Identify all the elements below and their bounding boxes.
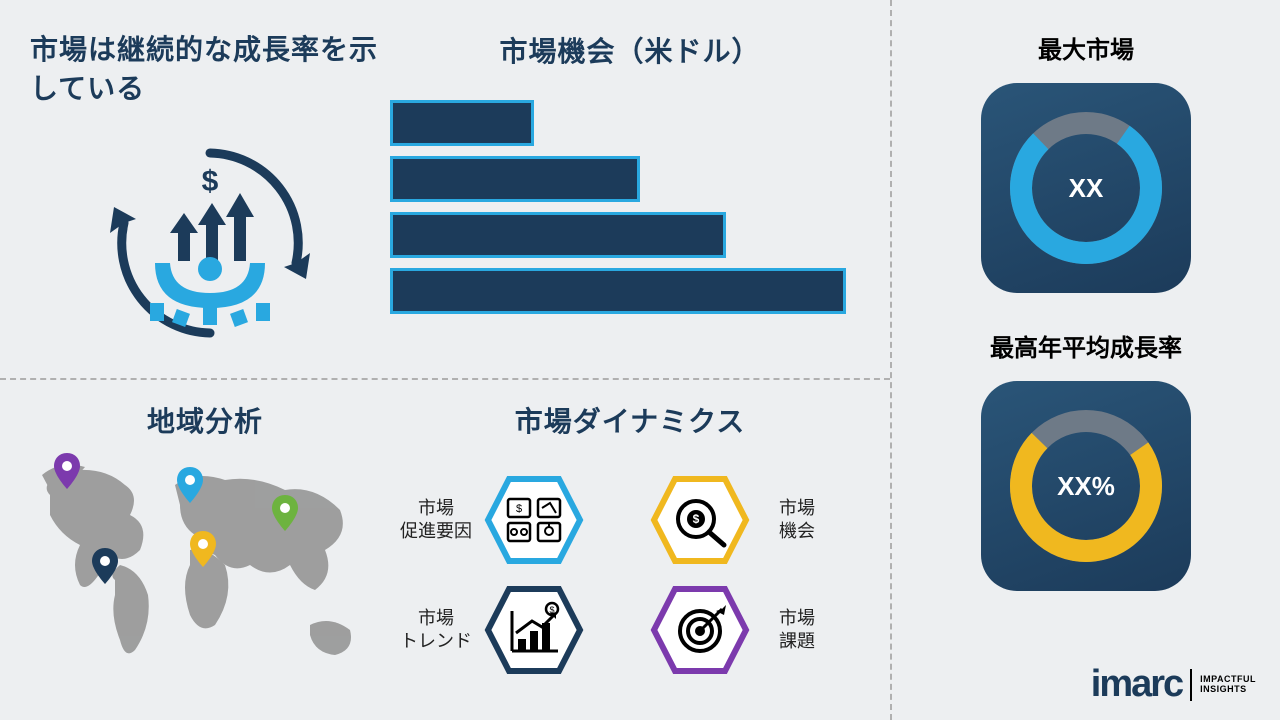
svg-text:$: $	[202, 165, 219, 198]
dynamics-item: 市場トレンド $	[400, 585, 610, 675]
map-pin	[54, 453, 80, 489]
map-pin	[177, 467, 203, 503]
logo-tagline: IMPACTFULINSIGHTS	[1200, 675, 1256, 695]
bottom-section: 地域分析	[0, 380, 890, 720]
hexagon-icon: $	[650, 475, 750, 565]
bar	[390, 156, 640, 202]
dynamics-label: 市場機会	[762, 497, 832, 544]
top-section: 市場は継続的な成長率を示している $	[0, 0, 890, 380]
dynamics-title: 市場ダイナミクス	[400, 400, 860, 440]
donut2-tile: XX%	[981, 381, 1191, 591]
dynamics-item: $ 市場機会	[650, 475, 860, 565]
growth-icon: $	[30, 123, 390, 353]
growth-title: 市場は継続的な成長率を示している	[30, 30, 390, 108]
svg-text:$: $	[549, 605, 554, 615]
opportunity-block: 市場機会（米ドル）	[390, 30, 870, 358]
dynamics-grid: 市場促進要因 $ $ 市場機会市場トレンド $ 市場課題	[400, 455, 860, 675]
hexagon-icon: $	[484, 585, 584, 675]
bar-chart	[390, 85, 870, 314]
donut1-title: 最大市場	[1038, 30, 1134, 65]
map-pin	[272, 495, 298, 531]
dynamics-item: 市場課題	[650, 585, 860, 675]
logo-text: imarc	[1091, 663, 1182, 706]
logo-separator	[1190, 669, 1192, 701]
growth-block: 市場は継続的な成長率を示している $	[30, 30, 390, 358]
region-block: 地域分析	[20, 400, 390, 700]
svg-text:$: $	[693, 512, 700, 526]
brand-logo: imarc IMPACTFULINSIGHTS	[1091, 663, 1256, 706]
opportunity-title: 市場機会（米ドル）	[390, 30, 870, 70]
donut2-title: 最高年平均成長率	[990, 328, 1182, 363]
world-map	[30, 455, 370, 685]
dynamics-item: 市場促進要因 $	[400, 475, 610, 565]
map-pin	[190, 531, 216, 567]
dynamics-block: 市場ダイナミクス 市場促進要因 $ $ 市場機会市場トレンド $ 市場課題	[390, 400, 870, 700]
donut1-center: XX	[1069, 173, 1104, 204]
donut1-tile: XX	[981, 83, 1191, 293]
right-column: 最大市場 XX 最高年平均成長率 XX% imarc IMPACTFULINSI…	[890, 0, 1280, 720]
dynamics-label: 市場トレンド	[400, 607, 472, 654]
dynamics-label: 市場促進要因	[400, 497, 472, 544]
hexagon-icon	[650, 585, 750, 675]
dynamics-label: 市場課題	[762, 607, 832, 654]
map-pin	[92, 548, 118, 584]
hexagon-icon: $	[484, 475, 584, 565]
svg-text:$: $	[516, 503, 522, 515]
bar	[390, 212, 726, 258]
region-title: 地域分析	[30, 400, 380, 440]
bar	[390, 268, 846, 314]
bar	[390, 100, 534, 146]
donut2-center: XX%	[1057, 471, 1115, 502]
